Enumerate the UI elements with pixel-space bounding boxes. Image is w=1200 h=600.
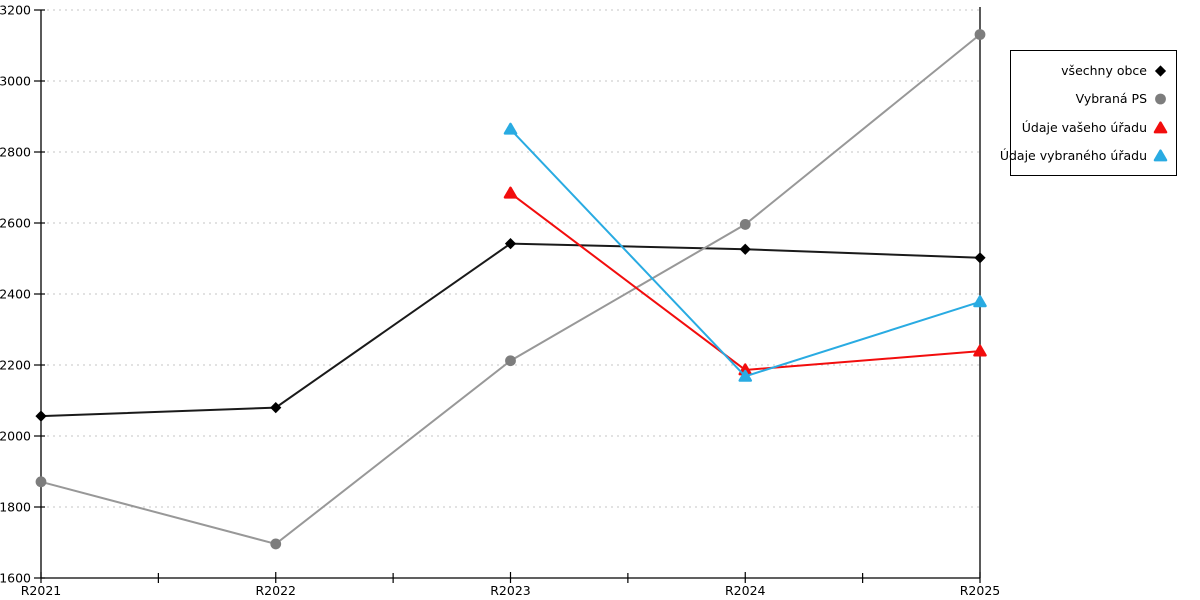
axis-ticks [34,9,981,583]
axes [40,7,981,579]
diamond-marker [504,237,517,250]
y-tick-label: 2600 [0,216,31,231]
axis-labels: 1600 1800 2000 2200 2400 2600 2800 3000 3200 R202… [0,3,1000,599]
x-tick-label: R2025 [960,583,1001,598]
legend-item: Údaje vašeho úřadu [1015,113,1168,142]
x-tick-label: R2023 [490,583,531,598]
triangle-marker [1153,121,1168,134]
series-line [40,33,981,546]
diamond-legend-marker-icon [1154,65,1167,77]
triangle-marker [973,344,987,357]
diamond-marker [270,402,282,414]
legend-label: všechny obce [1061,62,1147,78]
circle-marker [1155,93,1166,105]
x-tick-label: R2021 [21,583,62,598]
triangle-marker [503,186,518,199]
y-tick-label: 1800 [0,500,31,515]
series-3 [503,122,987,382]
circle-marker [739,219,751,230]
series-line [40,242,981,418]
diamond-marker [1154,65,1167,77]
legend-label: Vybraná PS [1075,91,1147,107]
legend-label: Údaje vybraného úřadu [999,148,1147,164]
gridlines [41,9,980,508]
legend-item: všechny obce [1015,56,1168,85]
triangle-marker [738,369,753,382]
circle-marker [505,355,516,367]
triangle-marker [973,295,987,308]
diamond-marker [974,252,986,264]
diamond-marker [739,243,751,255]
series-2 [503,186,987,376]
y-tick-label: 1600 [0,571,31,586]
diamond-marker [35,410,47,422]
y-tick-label: 3000 [0,74,31,89]
y-tick-label: 2800 [0,145,31,160]
x-tick-label: R2022 [256,583,297,598]
y-tick-label: 3200 [0,3,31,18]
triangle-legend-marker-icon [1153,149,1168,162]
series-1 [35,29,986,550]
legend-item: Údaje vybraného úřadu [1000,142,1168,171]
legend-item: Vybraná PS [1015,85,1168,114]
x-tick-label: R2024 [725,583,766,598]
series-layer [35,29,987,550]
triangle-marker [1153,149,1168,162]
circle-marker [974,29,986,40]
series-0 [35,237,986,422]
triangle-marker [503,122,518,135]
chart-legend: všechny obce Vybraná PS Údaje vašeho úřadu… [1000,50,1177,176]
triangle-legend-marker-icon [1153,121,1168,134]
legend-label: Údaje vašeho úřadu [1021,119,1147,135]
circle-marker [270,538,282,550]
y-tick-label: 2000 [0,429,31,444]
circle-marker [35,476,47,488]
y-tick-label: 2400 [0,287,31,302]
circle-legend-marker-icon [1155,93,1166,105]
y-tick-label: 2200 [0,358,31,373]
